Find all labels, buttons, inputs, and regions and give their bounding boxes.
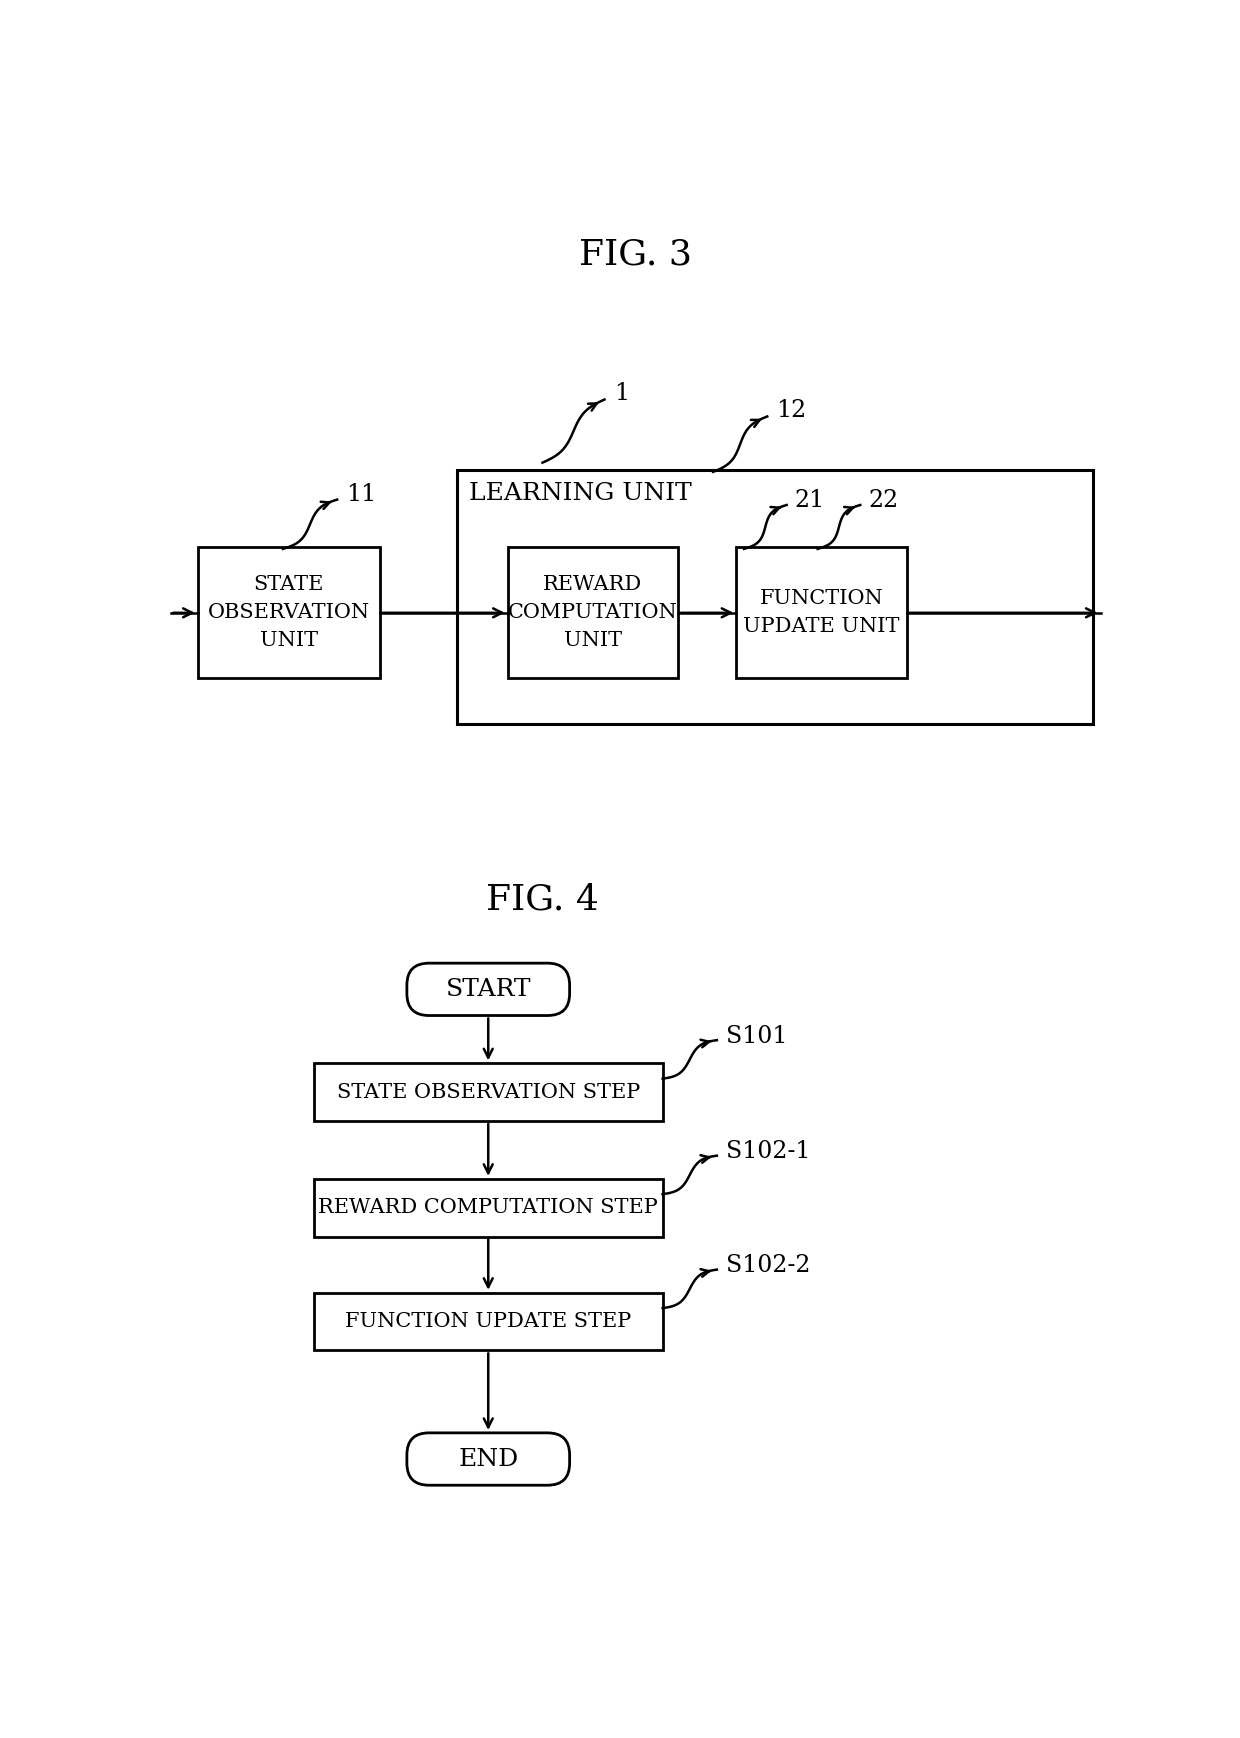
Bar: [197, 547, 379, 678]
Text: 22: 22: [868, 488, 899, 513]
FancyBboxPatch shape: [407, 963, 569, 1015]
FancyBboxPatch shape: [407, 1432, 569, 1486]
Text: LEARNING UNIT: LEARNING UNIT: [469, 481, 692, 506]
Bar: [314, 1293, 662, 1350]
Text: 21: 21: [795, 488, 825, 513]
Bar: [458, 471, 1092, 725]
Bar: [314, 1064, 662, 1121]
Text: S102-1: S102-1: [727, 1140, 811, 1163]
Text: S102-2: S102-2: [727, 1255, 811, 1277]
Text: REWARD
COMPUTATION
UNIT: REWARD COMPUTATION UNIT: [508, 575, 678, 650]
Bar: [507, 547, 678, 678]
Text: FIG. 4: FIG. 4: [486, 883, 599, 916]
Text: REWARD COMPUTATION STEP: REWARD COMPUTATION STEP: [319, 1197, 658, 1217]
Text: STATE
OBSERVATION
UNIT: STATE OBSERVATION UNIT: [207, 575, 370, 650]
Text: FIG. 3: FIG. 3: [579, 238, 692, 271]
Text: FUNCTION UPDATE STEP: FUNCTION UPDATE STEP: [345, 1312, 631, 1331]
Text: 11: 11: [346, 483, 377, 506]
Text: 1: 1: [615, 382, 630, 405]
Bar: [314, 1178, 662, 1236]
Text: STATE OBSERVATION STEP: STATE OBSERVATION STEP: [336, 1083, 640, 1102]
Text: END: END: [458, 1448, 518, 1470]
Text: FUNCTION
UPDATE UNIT: FUNCTION UPDATE UNIT: [743, 589, 900, 636]
Text: S101: S101: [727, 1025, 787, 1048]
Text: 12: 12: [776, 400, 807, 422]
Bar: [737, 547, 906, 678]
Text: START: START: [445, 978, 531, 1001]
